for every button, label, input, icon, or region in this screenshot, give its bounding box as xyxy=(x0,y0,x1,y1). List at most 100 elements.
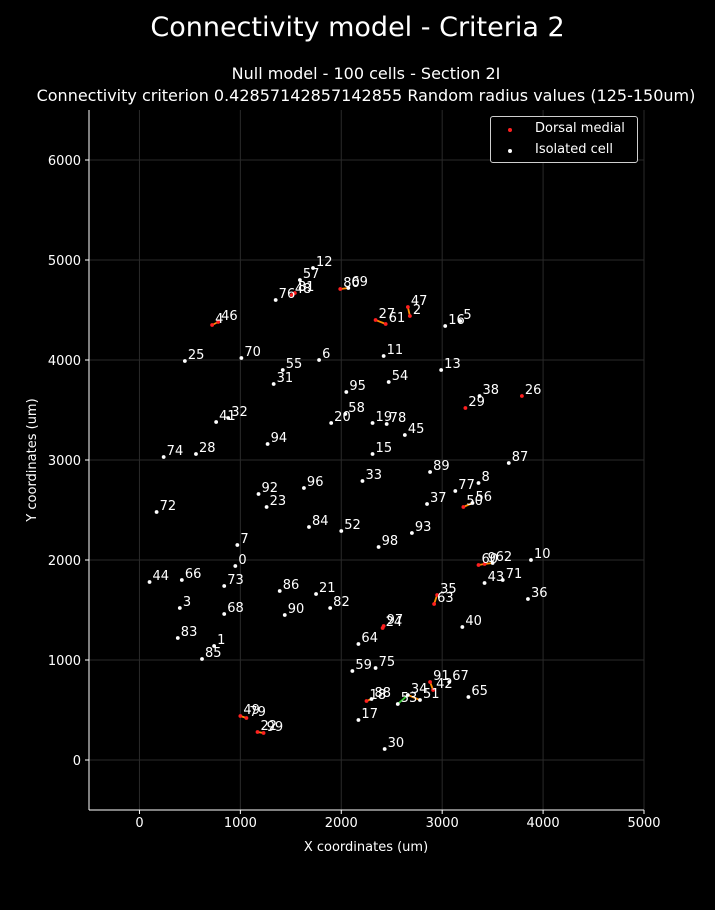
point-label: 79 xyxy=(249,705,266,720)
point-label: 52 xyxy=(344,518,361,533)
cell-point xyxy=(233,564,238,568)
cell-point xyxy=(381,624,386,628)
cell-point xyxy=(373,318,378,322)
legend-item-dorsal-medial: Dorsal medial xyxy=(491,119,637,139)
cell-point xyxy=(364,699,369,703)
point-label: 58 xyxy=(348,401,365,416)
cell-point xyxy=(382,747,387,751)
cell-point xyxy=(356,642,361,646)
cell-point xyxy=(360,479,365,483)
cell-point xyxy=(226,416,231,420)
point-label: 49 xyxy=(243,703,260,718)
point-label: 15 xyxy=(376,441,393,456)
cell-point xyxy=(370,452,375,456)
cell-point xyxy=(428,680,432,684)
cell-point xyxy=(383,322,388,326)
cell-point xyxy=(439,368,444,372)
point-label: 63 xyxy=(437,591,454,606)
point-label: 89 xyxy=(433,459,450,474)
cell-point xyxy=(239,356,244,360)
cell-point xyxy=(338,287,343,291)
cell-point xyxy=(177,606,182,610)
point-label: 80 xyxy=(343,276,360,291)
point-label: 75 xyxy=(379,655,396,670)
cell-point xyxy=(273,298,278,302)
cell-point xyxy=(376,545,381,549)
cell-point xyxy=(271,382,276,386)
cell-point xyxy=(216,320,221,324)
point-label: 42 xyxy=(436,677,453,692)
cell-point xyxy=(453,489,458,493)
point-label: 74 xyxy=(167,444,184,459)
y-tick-label: 0 xyxy=(73,754,81,769)
cell-point xyxy=(194,452,198,456)
cell-point xyxy=(235,543,240,547)
cell-point xyxy=(264,505,269,509)
point-label: 78 xyxy=(390,411,407,426)
point-label: 36 xyxy=(531,586,548,601)
point-label: 5 xyxy=(463,308,471,323)
cell-point xyxy=(384,422,389,426)
point-label: 10 xyxy=(534,547,551,562)
point-label: 67 xyxy=(452,669,469,684)
point-label: 19 xyxy=(376,410,393,425)
point-label: 30 xyxy=(388,736,405,751)
cell-point xyxy=(466,695,471,699)
cell-point xyxy=(410,531,414,535)
x-tick-label: 5000 xyxy=(627,816,660,831)
point-label: 77 xyxy=(458,478,475,493)
point-label: 32 xyxy=(231,405,248,420)
cell-point xyxy=(302,486,306,490)
point-label: 93 xyxy=(415,520,432,535)
point-label: 35 xyxy=(440,582,457,597)
y-tick-label: 1000 xyxy=(48,654,81,669)
dorsal-medial-marker-icon xyxy=(508,128,512,132)
cell-point xyxy=(425,502,429,506)
cell-point xyxy=(255,730,260,734)
cell-point xyxy=(280,368,285,372)
chart-subtitle-line1: Null model - 100 cells - Section 2I xyxy=(231,64,501,83)
legend-label: Isolated cell xyxy=(535,142,613,157)
point-label: 57 xyxy=(303,267,320,282)
point-label: 21 xyxy=(319,581,336,596)
cell-point xyxy=(298,278,302,282)
point-label: 43 xyxy=(488,570,505,585)
point-label: 61 xyxy=(389,311,406,326)
point-label: 59 xyxy=(355,658,372,673)
cell-point xyxy=(386,380,391,384)
x-tick-label: 1000 xyxy=(224,816,257,831)
cell-point xyxy=(214,420,219,424)
point-label: 16 xyxy=(448,313,465,328)
cell-point xyxy=(350,669,355,673)
point-label: 38 xyxy=(483,383,500,398)
y-tick-label: 4000 xyxy=(48,354,81,369)
point-label: 41 xyxy=(219,409,236,424)
point-label: 1 xyxy=(217,633,225,648)
point-label: 12 xyxy=(316,255,333,270)
point-label: 70 xyxy=(244,345,261,360)
cell-point xyxy=(261,731,266,735)
point-label: 28 xyxy=(199,441,216,456)
point-label: 88 xyxy=(375,686,392,701)
cell-point xyxy=(356,718,361,722)
point-label: 8 xyxy=(482,470,490,485)
point-label: 50 xyxy=(466,494,483,509)
cell-point xyxy=(431,688,435,692)
cell-point xyxy=(482,581,487,585)
point-label: 4 xyxy=(215,312,223,327)
point-label: 53 xyxy=(401,691,418,706)
y-tick-label: 2000 xyxy=(48,554,81,569)
point-label: 84 xyxy=(312,514,329,529)
point-label: 17 xyxy=(361,707,378,722)
cell-point xyxy=(147,580,152,584)
point-label: 99 xyxy=(267,720,284,735)
legend-label: Dorsal medial xyxy=(535,121,625,136)
cell-point xyxy=(458,319,463,323)
x-tick-label: 0 xyxy=(135,816,143,831)
point-label: 54 xyxy=(392,369,409,384)
cell-point xyxy=(343,412,348,416)
cell-point xyxy=(470,501,475,505)
point-label: 34 xyxy=(411,682,428,697)
y-tick-label: 5000 xyxy=(48,254,81,269)
cell-point xyxy=(329,421,334,425)
